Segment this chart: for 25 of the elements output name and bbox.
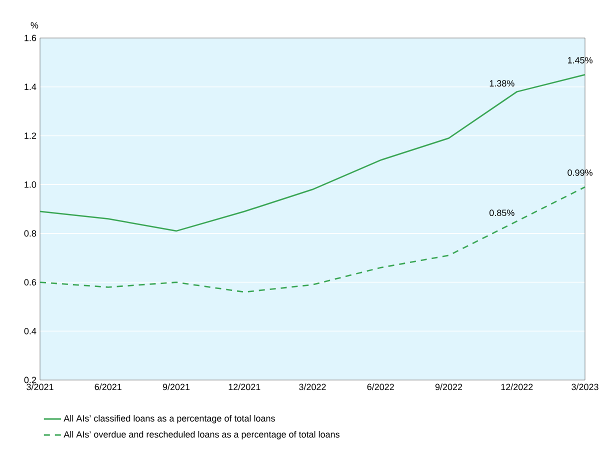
- y-tick-label: 1.4: [24, 84, 36, 90]
- y-tick-label: 0.2: [24, 376, 36, 384]
- y-tick-label: 1.0: [24, 181, 36, 188]
- y-tick-label: 1.2: [24, 132, 36, 139]
- data-label: 1.38%: [490, 80, 514, 87]
- y-tick-label: 0.6: [24, 279, 36, 286]
- x-tick-label: 12/2022: [501, 384, 533, 390]
- x-tick-label: 6/2021: [94, 384, 122, 390]
- y-axis-title: %: [30, 22, 38, 28]
- x-tick-label: 9/2022: [435, 384, 462, 390]
- y-tick-label: 0.4: [24, 328, 36, 334]
- x-tick-label: 3/2022: [299, 384, 326, 390]
- y-tick-label: 0.8: [24, 230, 36, 237]
- x-tick-label: 12/2021: [228, 384, 260, 390]
- y-tick-label: 1.6: [24, 34, 36, 42]
- line-series: [39, 186, 586, 293]
- data-label: 1.45%: [568, 57, 592, 64]
- x-tick-label: 6/2022: [367, 384, 394, 390]
- legend-label: All AIs’ classified loans as a percentage of total loans: [64, 414, 275, 424]
- data-label: 0.85%: [490, 210, 514, 216]
- x-tick-label: 3/2021: [26, 384, 54, 390]
- x-tick-label: 3/2023: [572, 384, 598, 390]
- x-tick-label: 9/2021: [162, 384, 190, 390]
- legend-label: All AIs’ overdue and rescheduled loans as a percentage of total loans: [64, 431, 340, 440]
- data-label: 0.99%: [568, 169, 592, 176]
